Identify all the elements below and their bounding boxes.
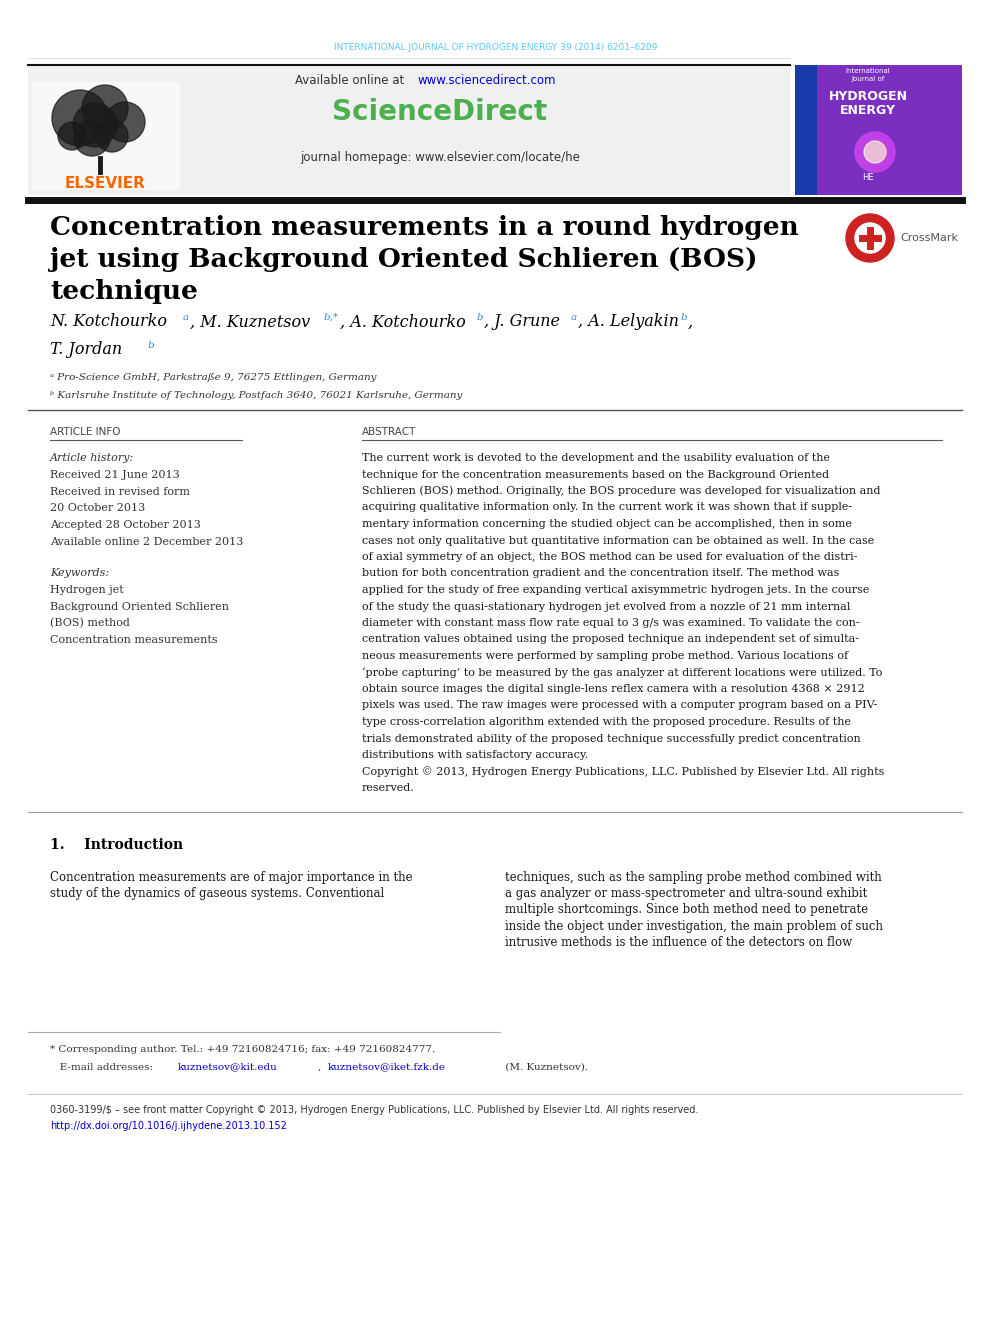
Text: International
Journal of: International Journal of <box>845 67 891 82</box>
FancyBboxPatch shape <box>28 65 790 194</box>
Text: pixels was used. The raw images were processed with a computer program based on : pixels was used. The raw images were pro… <box>362 700 877 710</box>
Text: of axial symmetry of an object, the BOS method can be used for evaluation of the: of axial symmetry of an object, the BOS … <box>362 552 857 562</box>
Text: reserved.: reserved. <box>362 783 415 792</box>
Text: Available online at: Available online at <box>295 74 408 87</box>
Text: HE: HE <box>862 173 874 183</box>
Text: Schlieren (BOS) method. Originally, the BOS procedure was developed for visualiz: Schlieren (BOS) method. Originally, the … <box>362 486 881 496</box>
Text: N. Kotchourko: N. Kotchourko <box>50 314 167 331</box>
Text: ScienceDirect: ScienceDirect <box>332 98 548 126</box>
Text: Keywords:: Keywords: <box>50 568 109 578</box>
Text: type cross-correlation algorithm extended with the proposed procedure. Results o: type cross-correlation algorithm extende… <box>362 717 851 728</box>
Text: ,: , <box>318 1062 324 1072</box>
Text: CrossMark: CrossMark <box>900 233 958 243</box>
Text: HYDROGEN: HYDROGEN <box>828 90 908 102</box>
Text: Received in revised form: Received in revised form <box>50 487 190 497</box>
Text: Received 21 June 2013: Received 21 June 2013 <box>50 470 180 480</box>
Text: ARTICLE INFO: ARTICLE INFO <box>50 427 120 437</box>
Text: E-mail addresses:: E-mail addresses: <box>50 1062 157 1072</box>
Text: Concentration measurements in a round hydrogen: Concentration measurements in a round hy… <box>50 216 799 241</box>
Text: INTERNATIONAL JOURNAL OF HYDROGEN ENERGY 39 (2014) 6201–6209: INTERNATIONAL JOURNAL OF HYDROGEN ENERGY… <box>334 44 658 53</box>
Text: Available online 2 December 2013: Available online 2 December 2013 <box>50 537 243 546</box>
Text: b: b <box>681 312 687 321</box>
Text: 1.    Introduction: 1. Introduction <box>50 837 184 852</box>
Circle shape <box>855 224 885 253</box>
Text: ABSTRACT: ABSTRACT <box>362 427 417 437</box>
Text: b,*: b,* <box>324 312 339 321</box>
Text: (M. Kuznetsov).: (M. Kuznetsov). <box>502 1062 588 1072</box>
Circle shape <box>74 120 110 156</box>
Text: of the study the quasi-stationary hydrogen jet evolved from a nozzle of 21 mm in: of the study the quasi-stationary hydrog… <box>362 602 850 611</box>
Text: kuznetsov@iket.fzk.de: kuznetsov@iket.fzk.de <box>328 1062 446 1072</box>
Text: jet using Background Oriented Schlieren (BOS): jet using Background Oriented Schlieren … <box>50 247 758 273</box>
Text: www.sciencedirect.com: www.sciencedirect.com <box>418 74 557 87</box>
Text: T. Jordan: T. Jordan <box>50 341 122 359</box>
Text: Article history:: Article history: <box>50 452 134 463</box>
Text: 0360-3199/$ – see front matter Copyright © 2013, Hydrogen Energy Publications, L: 0360-3199/$ – see front matter Copyright… <box>50 1105 698 1115</box>
Text: ELSEVIER: ELSEVIER <box>64 176 146 191</box>
Circle shape <box>73 103 117 147</box>
Circle shape <box>105 102 145 142</box>
Text: , J. Grune: , J. Grune <box>484 314 560 331</box>
Text: b: b <box>148 340 155 349</box>
Circle shape <box>82 85 128 131</box>
Text: Accepted 28 October 2013: Accepted 28 October 2013 <box>50 520 200 531</box>
Text: trials demonstrated ability of the proposed technique successfully predict conce: trials demonstrated ability of the propo… <box>362 733 861 744</box>
Text: Hydrogen jet: Hydrogen jet <box>50 585 124 595</box>
Text: ,: , <box>688 314 693 331</box>
Text: cases not only qualitative but quantitative information can be obtained as well.: cases not only qualitative but quantitat… <box>362 536 874 545</box>
Circle shape <box>52 90 108 146</box>
Text: bution for both concentration gradient and the concentration itself. The method : bution for both concentration gradient a… <box>362 569 839 578</box>
Text: distributions with satisfactory accuracy.: distributions with satisfactory accuracy… <box>362 750 588 759</box>
Circle shape <box>855 132 895 172</box>
Text: centration values obtained using the proposed technique an independent set of si: centration values obtained using the pro… <box>362 635 859 644</box>
Text: http://dx.doi.org/10.1016/j.ijhydene.2013.10.152: http://dx.doi.org/10.1016/j.ijhydene.201… <box>50 1121 287 1131</box>
Text: (BOS) method: (BOS) method <box>50 618 130 628</box>
Text: b: b <box>477 312 484 321</box>
Text: technique: technique <box>50 279 197 304</box>
Text: ᵇ Karlsruhe Institute of Technology, Postfach 3640, 76021 Karlsruhe, Germany: ᵇ Karlsruhe Institute of Technology, Pos… <box>50 390 462 400</box>
Text: a: a <box>183 312 189 321</box>
Text: ‘probe capturing’ to be measured by the gas analyzer at different locations were: ‘probe capturing’ to be measured by the … <box>362 667 882 677</box>
Text: Concentration measurements are of major importance in the: Concentration measurements are of major … <box>50 871 413 884</box>
Text: Concentration measurements: Concentration measurements <box>50 635 217 646</box>
Text: study of the dynamics of gaseous systems. Conventional: study of the dynamics of gaseous systems… <box>50 886 384 900</box>
Text: journal homepage: www.elsevier.com/locate/he: journal homepage: www.elsevier.com/locat… <box>300 152 580 164</box>
FancyBboxPatch shape <box>32 82 180 191</box>
Text: , M. Kuznetsov: , M. Kuznetsov <box>190 314 310 331</box>
Text: a: a <box>571 312 577 321</box>
Text: 20 October 2013: 20 October 2013 <box>50 503 145 513</box>
Circle shape <box>846 214 894 262</box>
Text: technique for the concentration measurements based on the Background Oriented: technique for the concentration measurem… <box>362 470 829 479</box>
Text: * Corresponding author. Tel.: +49 72160824716; fax: +49 72160824777.: * Corresponding author. Tel.: +49 721608… <box>50 1045 435 1054</box>
FancyBboxPatch shape <box>795 65 817 194</box>
Text: , A. Lelyakin: , A. Lelyakin <box>578 314 679 331</box>
Text: kuznetsov@kit.edu: kuznetsov@kit.edu <box>178 1062 278 1072</box>
Circle shape <box>96 120 128 152</box>
Text: a gas analyzer or mass-spectrometer and ultra-sound exhibit: a gas analyzer or mass-spectrometer and … <box>505 886 867 900</box>
Text: Background Oriented Schlieren: Background Oriented Schlieren <box>50 602 229 613</box>
Text: diameter with constant mass flow rate equal to 3 g/s was examined. To validate t: diameter with constant mass flow rate eq… <box>362 618 860 628</box>
Text: applied for the study of free expanding vertical axisymmetric hydrogen jets. In : applied for the study of free expanding … <box>362 585 869 595</box>
Text: Copyright © 2013, Hydrogen Energy Publications, LLC. Published by Elsevier Ltd. : Copyright © 2013, Hydrogen Energy Public… <box>362 766 885 777</box>
FancyBboxPatch shape <box>795 65 962 194</box>
Text: ENERGY: ENERGY <box>840 103 896 116</box>
Text: obtain source images the digital single-lens reflex camera with a resolution 436: obtain source images the digital single-… <box>362 684 865 695</box>
Text: mentary information concerning the studied object can be accomplished, then in s: mentary information concerning the studi… <box>362 519 852 529</box>
Circle shape <box>864 142 886 163</box>
Circle shape <box>58 122 86 149</box>
Text: , A. Kotchourko: , A. Kotchourko <box>340 314 466 331</box>
Text: intrusive methods is the influence of the detectors on flow: intrusive methods is the influence of th… <box>505 937 852 950</box>
Text: inside the object under investigation, the main problem of such: inside the object under investigation, t… <box>505 919 883 933</box>
Text: The current work is devoted to the development and the usability evaluation of t: The current work is devoted to the devel… <box>362 452 830 463</box>
Text: acquiring qualitative information only. In the current work it was shown that if: acquiring qualitative information only. … <box>362 503 852 512</box>
Text: neous measurements were performed by sampling probe method. Various locations of: neous measurements were performed by sam… <box>362 651 848 662</box>
Text: ᵃ Pro-Science GmbH, Parkstraße 9, 76275 Ettlingen, Germany: ᵃ Pro-Science GmbH, Parkstraße 9, 76275 … <box>50 373 377 382</box>
Text: techniques, such as the sampling probe method combined with: techniques, such as the sampling probe m… <box>505 871 882 884</box>
Text: multiple shortcomings. Since both method need to penetrate: multiple shortcomings. Since both method… <box>505 904 868 917</box>
